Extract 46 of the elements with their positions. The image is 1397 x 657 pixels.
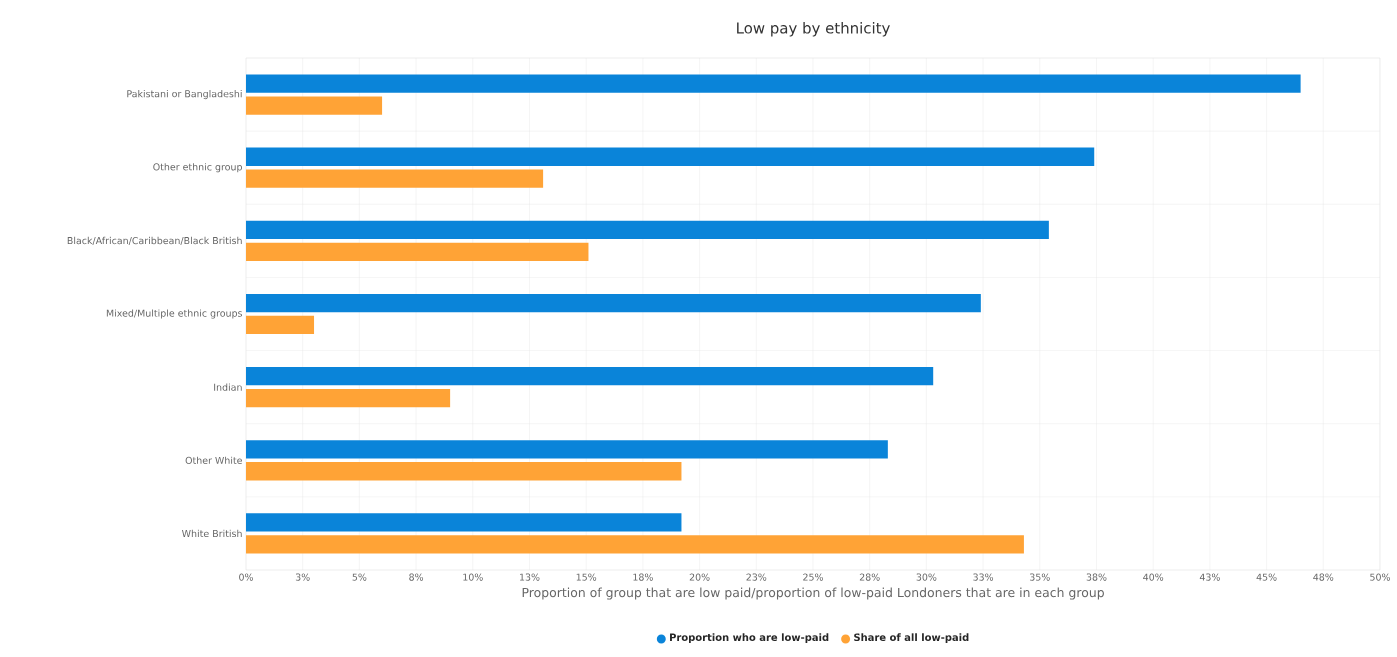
x-tick-label: 20%	[689, 573, 710, 581]
x-tick-label: 5%	[352, 573, 367, 581]
bar	[246, 74, 1301, 93]
x-tick-label: 33%	[973, 573, 994, 581]
bar	[246, 462, 682, 481]
x-tick-label: 48%	[1313, 573, 1334, 581]
x-tick-label: 15%	[576, 573, 597, 581]
x-tick-label: 3%	[295, 573, 310, 581]
y-tick-label: Indian	[214, 383, 242, 391]
x-tick-label: 8%	[409, 573, 424, 581]
x-tick-label: 25%	[803, 573, 823, 581]
bar	[246, 367, 934, 386]
bar	[246, 220, 1049, 240]
bar	[246, 315, 315, 335]
y-tick-label: Other White	[185, 456, 242, 464]
x-tick-label: 43%	[1199, 573, 1220, 581]
x-tick-label: 40%	[1143, 573, 1164, 581]
x-tick-label: 30%	[916, 573, 937, 581]
bar	[246, 169, 544, 188]
bar	[246, 293, 981, 313]
x-tick-label: 50%	[1370, 573, 1390, 581]
x-tick-label: 13%	[520, 573, 540, 581]
y-tick-label: Black/African/Caribbean/Black British	[67, 236, 242, 245]
x-tick-label: 10%	[463, 573, 483, 581]
bar	[246, 440, 888, 459]
legend-label: Proportion who are low-paid	[670, 633, 829, 643]
y-tick-label: Pakistani or Bangladeshi	[127, 90, 242, 100]
bar	[246, 242, 589, 261]
bar	[246, 513, 682, 532]
bar	[246, 388, 451, 408]
bar	[246, 147, 1095, 166]
x-tick-label: 18%	[633, 573, 653, 581]
chart-title: Low pay by ethnicity	[737, 22, 890, 37]
x-tick-label: 23%	[746, 573, 767, 581]
y-tick-label: White British	[181, 529, 242, 538]
x-axis-title: Proportion of group that are low paid/proportion of low-paid Londoners that are in each group	[522, 587, 1104, 600]
x-tick-label: 45%	[1256, 573, 1277, 581]
bar	[246, 96, 383, 115]
y-tick-label: Mixed/Multiple ethnic groups	[106, 309, 243, 319]
bar	[246, 535, 1024, 554]
x-tick-label: 0%	[239, 573, 253, 581]
y-tick-label: Other ethnic group	[153, 163, 242, 173]
x-tick-label: 35%	[1030, 573, 1050, 581]
x-tick-label: 28%	[859, 573, 880, 581]
legend-label: Share of all low-paid	[854, 633, 969, 643]
x-tick-label: 38%	[1086, 573, 1107, 581]
